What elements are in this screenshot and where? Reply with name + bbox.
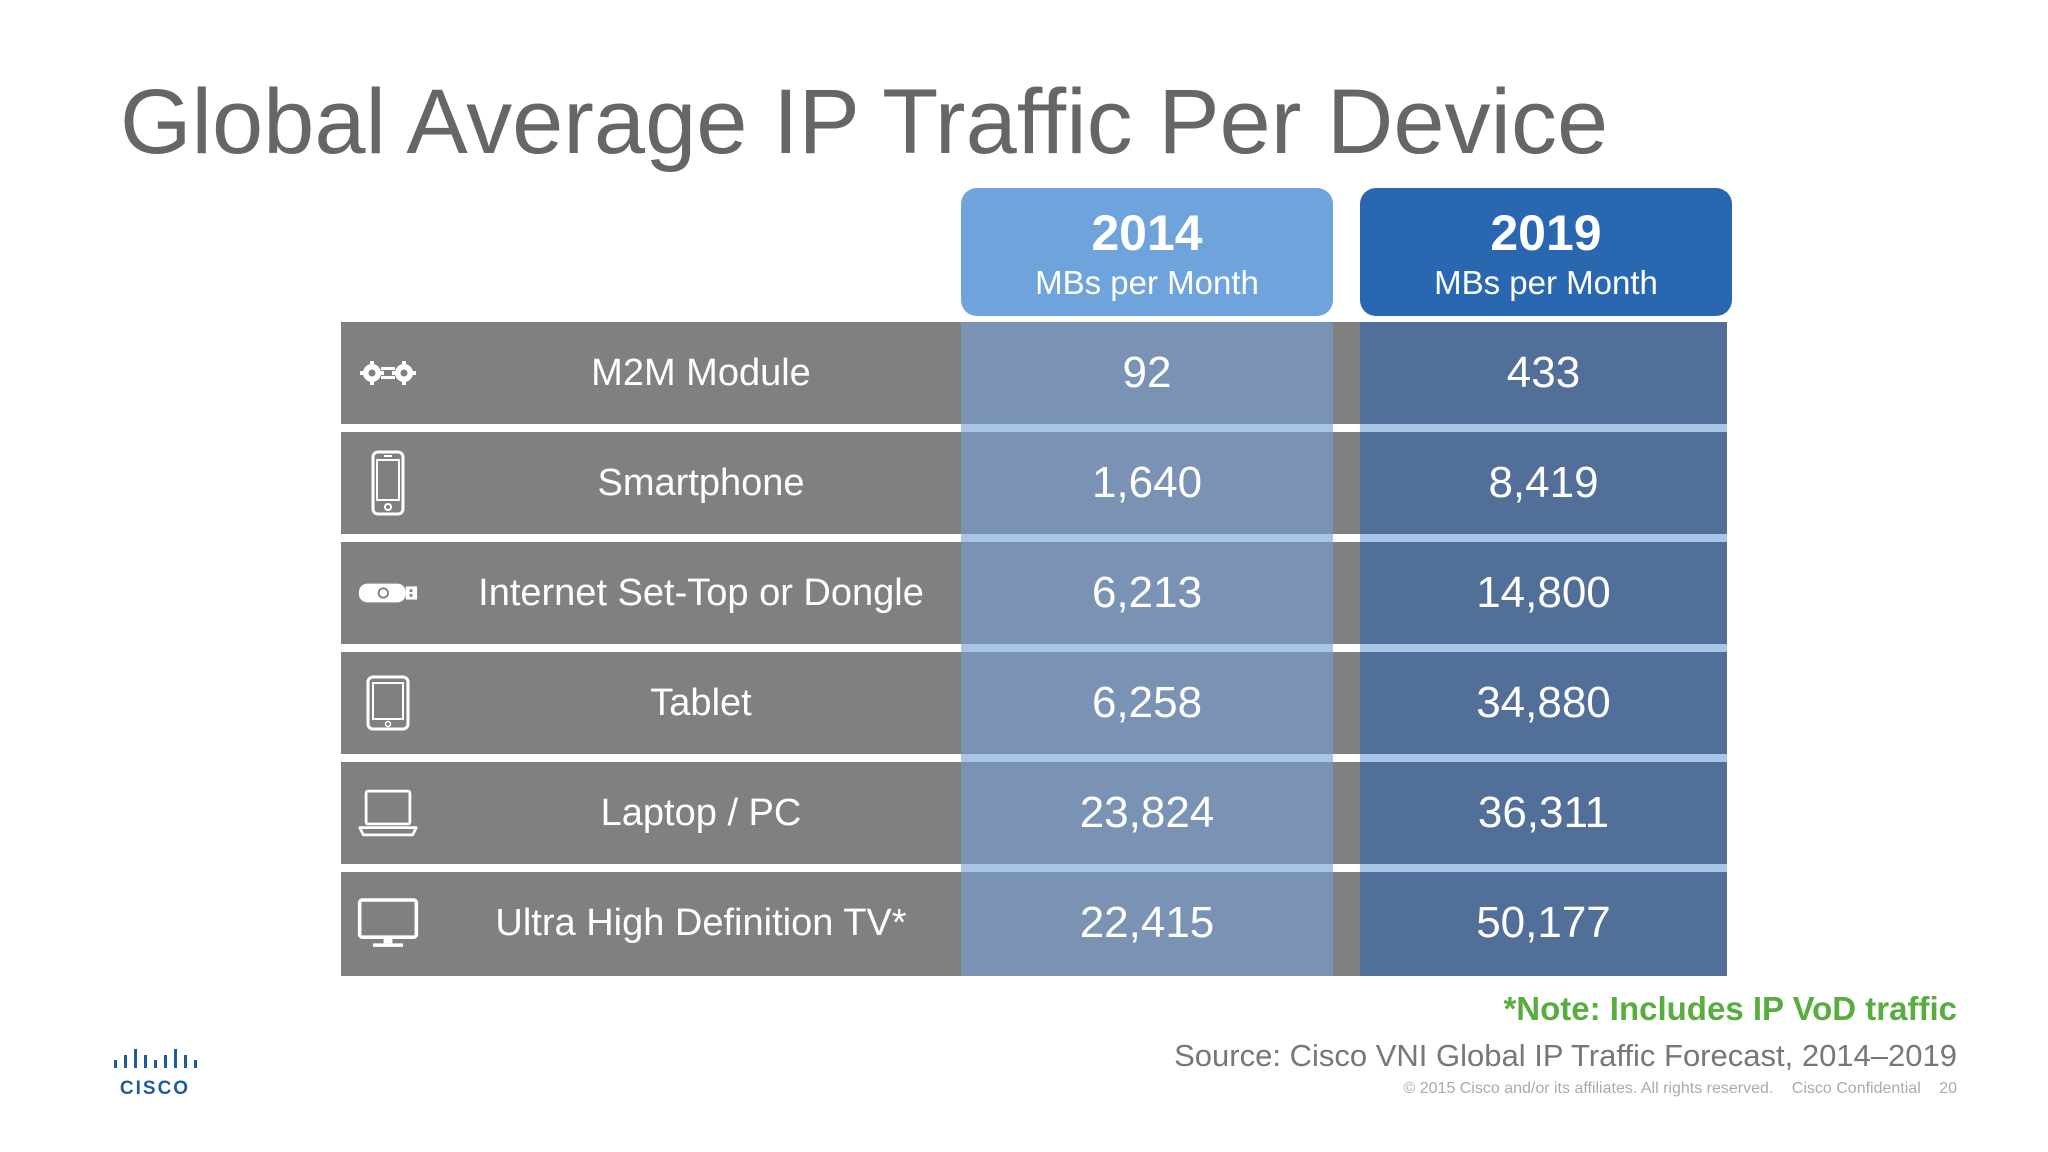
column-unit-2014: MBs per Month <box>1035 264 1259 301</box>
row-label: Tablet <box>650 682 752 724</box>
row-separator <box>341 534 1727 542</box>
value-2014: 1,640 <box>961 432 1333 534</box>
value-2014: 6,258 <box>961 652 1333 754</box>
row-label: Laptop / PC <box>600 792 802 834</box>
row-label: Internet Set-Top or Dongle <box>478 572 924 614</box>
column-header-2014: 2014 MBs per Month <box>961 188 1333 316</box>
cisco-logo: CISCO <box>112 1048 202 1099</box>
copyright-text: © 2015 Cisco and/or its affiliates. All … <box>1403 1080 1774 1097</box>
row-label: Ultra High Definition TV* <box>495 902 907 944</box>
value-2014: 22,415 <box>961 872 1333 976</box>
dongle-icon <box>357 542 419 644</box>
row-separator <box>341 424 1727 432</box>
table-row: Tablet 6,258 34,880 <box>341 652 1727 754</box>
value-2019: 8,419 <box>1360 432 1727 534</box>
row-separator <box>341 644 1727 652</box>
table-row: Ultra High Definition TV* 22,415 50,177 <box>341 872 1727 976</box>
copyright-footer: © 2015 Cisco and/or its affiliates. All … <box>1389 1080 1957 1098</box>
value-2019: 433 <box>1360 322 1727 424</box>
page-number: 20 <box>1939 1080 1957 1097</box>
tablet-icon <box>357 652 419 754</box>
row-label: Smartphone <box>597 462 805 504</box>
value-2014: 23,824 <box>961 762 1333 864</box>
value-2019: 34,880 <box>1360 652 1727 754</box>
value-2019: 14,800 <box>1360 542 1727 644</box>
table-row: Smartphone 1,640 8,419 <box>341 432 1727 534</box>
laptop-icon <box>357 762 419 864</box>
value-2019: 50,177 <box>1360 872 1727 976</box>
column-unit-2019: MBs per Month <box>1434 264 1658 301</box>
confidential-label: Cisco Confidential <box>1791 1080 1921 1097</box>
column-header-2019: 2019 MBs per Month <box>1360 188 1732 316</box>
table-row: M2M Module 92 433 <box>341 322 1727 424</box>
column-year-2014: 2014 <box>1091 205 1203 261</box>
m2m-gears-icon <box>357 322 419 424</box>
row-separator <box>341 754 1727 762</box>
row-separator <box>341 864 1727 872</box>
row-label: M2M Module <box>591 352 811 394</box>
value-2014: 6,213 <box>961 542 1333 644</box>
value-2014: 92 <box>961 322 1333 424</box>
tv-icon <box>357 872 419 974</box>
slide-title: Global Average IP Traffic Per Device <box>120 71 1609 173</box>
logo-text: CISCO <box>120 1078 190 1098</box>
table-row: Laptop / PC 23,824 36,311 <box>341 762 1727 864</box>
column-year-2019: 2019 <box>1490 205 1602 261</box>
table-row: Internet Set-Top or Dongle 6,213 14,800 <box>341 542 1727 644</box>
source-line: Source: Cisco VNI Global IP Traffic Fore… <box>1174 1038 1957 1073</box>
smartphone-icon <box>357 432 419 534</box>
footnote: *Note: Includes IP VoD traffic <box>1503 990 1957 1027</box>
value-2019: 36,311 <box>1360 762 1727 864</box>
traffic-table: M2M Module 92 433 Smartphone 1,640 8,419 <box>341 322 1727 976</box>
